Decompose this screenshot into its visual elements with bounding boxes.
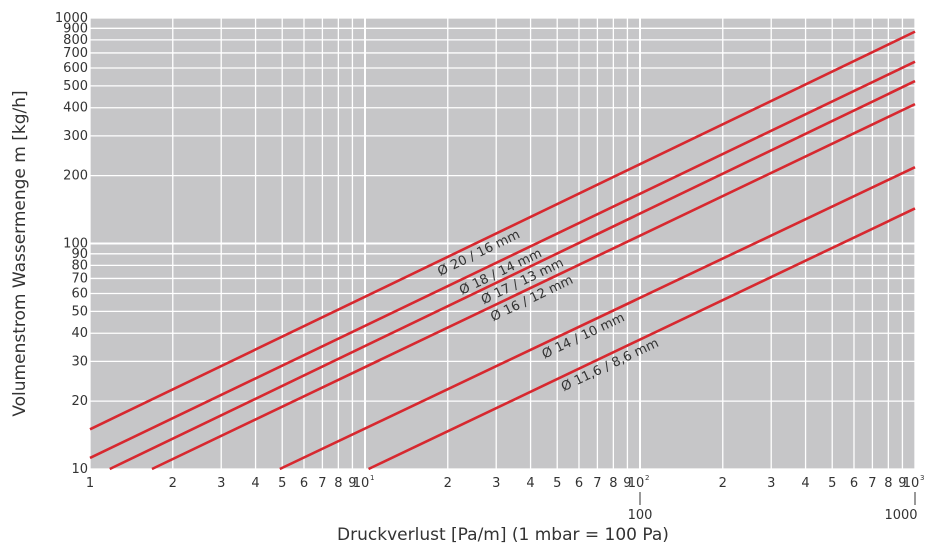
x-tick-label: 8 [884,476,892,491]
x-tick-label: 10 [628,476,645,491]
x-tick-label: 9 [348,476,356,491]
x-axis-tick-labels: 1 2 3 4 5 6 7 8 910 1 2 3 4 5 6 7 8 910 2 2 3 4 5 6 7 8 910 3 [86,474,925,491]
x-tick-exponent: 1 [370,474,374,482]
x-tick-label: 10 [353,476,370,491]
y-tick-label: 70 [71,271,88,286]
x-tick-label: 6 [850,476,858,491]
x-tick-label: 7 [593,476,601,491]
y-tick-label: 200 [63,169,88,184]
x-secondary-tick-label: 1000 [884,508,917,523]
x-tick-label: 6 [300,476,308,491]
y-tick-label: 60 [71,287,88,302]
y-tick-label: 100 [63,237,88,252]
series-line-2 [89,60,916,460]
x-tick-label: 7 [318,476,326,491]
x-tick-label: 9 [623,476,631,491]
x-axis-title: Druckverlust [Pa/m] (1 mbar = 100 Pa) [337,525,669,545]
x-tick-label: 1 [86,476,94,491]
x-tick-label: 8 [609,476,617,491]
x-tick-label: 8 [334,476,342,491]
x-tick-label: 4 [251,476,259,491]
x-tick-label: 2 [169,476,177,491]
x-tick-exponent: 2 [645,474,649,482]
y-tick-label: 80 [71,258,88,273]
y-tick-label: 300 [63,129,88,144]
x-tick-label: 10 [903,476,920,491]
y-tick-label: 700 [63,46,88,61]
grid-horizontal [90,17,915,470]
x-tick-label: 5 [828,476,836,491]
y-tick-label: 800 [63,33,88,48]
x-tick-label: 4 [801,476,809,491]
series-line-4 [151,102,916,471]
series-lines [89,30,916,471]
y-tick-label: 1000 [55,11,88,26]
y-tick-label: 600 [63,61,88,76]
x-tick-label: 5 [278,476,286,491]
x-tick-exponent: 3 [920,474,924,482]
x-tick-label: 6 [575,476,583,491]
series-line-6 [367,207,916,471]
y-tick-label: 20 [71,394,88,409]
y-tick-label: 500 [63,79,88,94]
x-tick-label: 4 [526,476,534,491]
y-tick-label: 900 [63,21,88,36]
x-tick-label: 7 [868,476,876,491]
x-tick-label: 5 [553,476,561,491]
y-axis-title: Volumenstrom Wassermenge m [kg/h] [10,90,30,416]
series-line-3 [109,79,916,471]
x-tick-label: 9 [898,476,906,491]
x-tick-label: 3 [492,476,500,491]
x-tick-label: 2 [719,476,727,491]
x-tick-label: 3 [217,476,225,491]
series-line-1 [89,30,916,431]
series-line-5 [279,166,916,471]
y-tick-label: 40 [71,326,88,341]
y-tick-label: 10 [71,462,88,477]
y-tick-label: 90 [71,247,88,262]
x-tick-label: 2 [444,476,452,491]
y-tick-label: 30 [71,354,88,369]
y-tick-label: 400 [63,101,88,116]
x-axis-secondary-tick-labels: 100 1000 [628,492,918,523]
x-secondary-tick-label: 100 [628,508,653,523]
x-tick-label: 3 [767,476,775,491]
y-tick-label: 50 [71,304,88,319]
